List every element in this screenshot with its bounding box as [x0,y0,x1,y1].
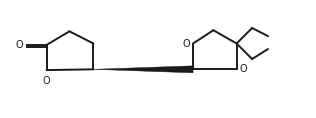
Text: O: O [182,38,190,48]
Text: O: O [42,76,50,86]
Text: O: O [16,40,23,50]
Text: O: O [240,64,247,74]
Polygon shape [94,66,193,73]
